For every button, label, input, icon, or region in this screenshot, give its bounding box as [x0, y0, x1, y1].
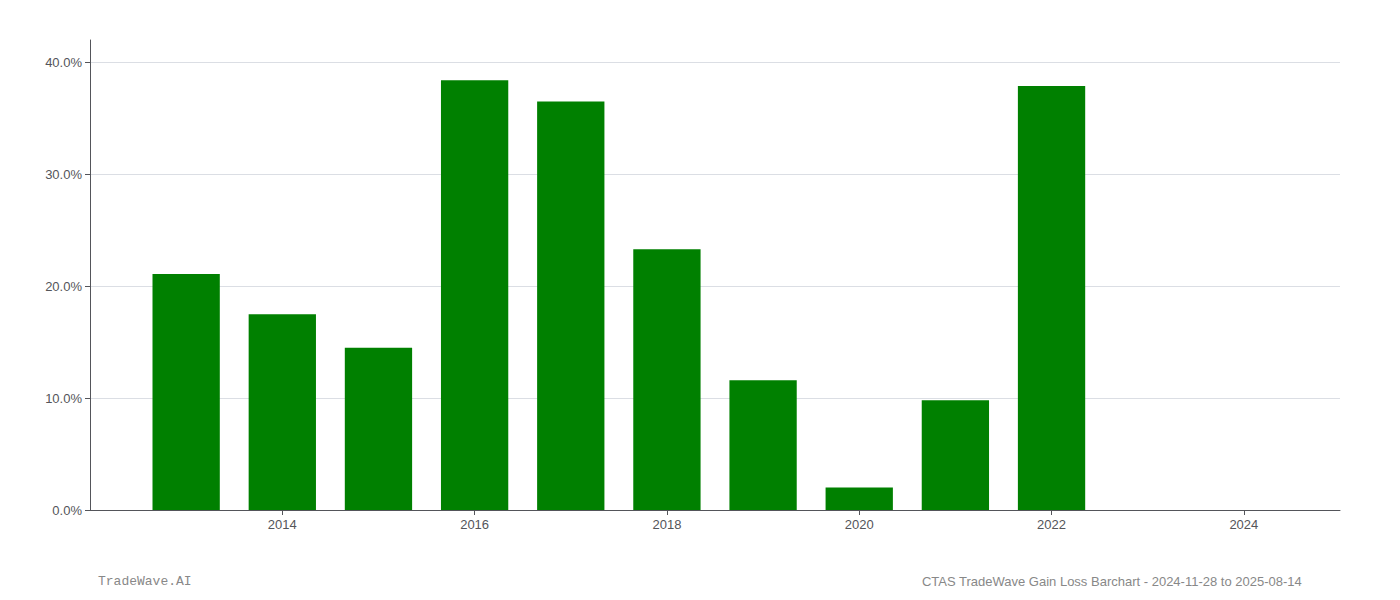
- svg-text:CTAS TradeWave Gain Loss Barch: CTAS TradeWave Gain Loss Barchart - 2024…: [922, 574, 1302, 589]
- svg-text:0.0%: 0.0%: [52, 503, 82, 518]
- svg-text:2016: 2016: [460, 517, 489, 532]
- svg-text:2024: 2024: [1229, 517, 1258, 532]
- svg-text:10.0%: 10.0%: [45, 391, 82, 406]
- svg-text:2018: 2018: [652, 517, 681, 532]
- svg-text:30.0%: 30.0%: [45, 167, 82, 182]
- svg-text:40.0%: 40.0%: [45, 55, 82, 70]
- svg-text:2014: 2014: [268, 517, 297, 532]
- svg-text:2020: 2020: [845, 517, 874, 532]
- svg-text:20.0%: 20.0%: [45, 279, 82, 294]
- svg-text:TradeWave.AI: TradeWave.AI: [98, 574, 192, 589]
- svg-text:2022: 2022: [1037, 517, 1066, 532]
